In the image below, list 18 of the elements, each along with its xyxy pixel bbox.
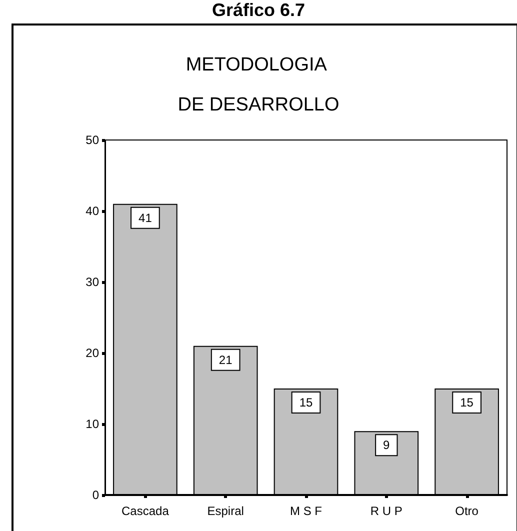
x-tick-label: Cascada: [122, 504, 170, 518]
data-label: 15: [460, 396, 474, 410]
y-tick-label: 0: [92, 488, 100, 502]
x-tick-label: Espiral: [207, 504, 244, 518]
data-label: 15: [299, 396, 313, 410]
x-tick-label: R U P: [370, 504, 402, 518]
data-label: 41: [138, 210, 152, 225]
y-tick-label: 10: [86, 417, 100, 431]
data-label: 9: [383, 438, 390, 452]
y-tick-label: 40: [86, 204, 100, 218]
data-label: 21: [218, 352, 233, 367]
x-tick-label: Otro: [455, 504, 479, 518]
y-tick-label: 50: [86, 133, 100, 147]
y-tick-label: 30: [86, 275, 100, 289]
text: Gráfico 6.7: [212, 0, 306, 20]
x-tick-label: M S F: [290, 504, 322, 518]
chart-title: METODOLOGIA DE DESARROLLO: [178, 54, 340, 116]
y-tick-label: 20: [86, 346, 100, 360]
